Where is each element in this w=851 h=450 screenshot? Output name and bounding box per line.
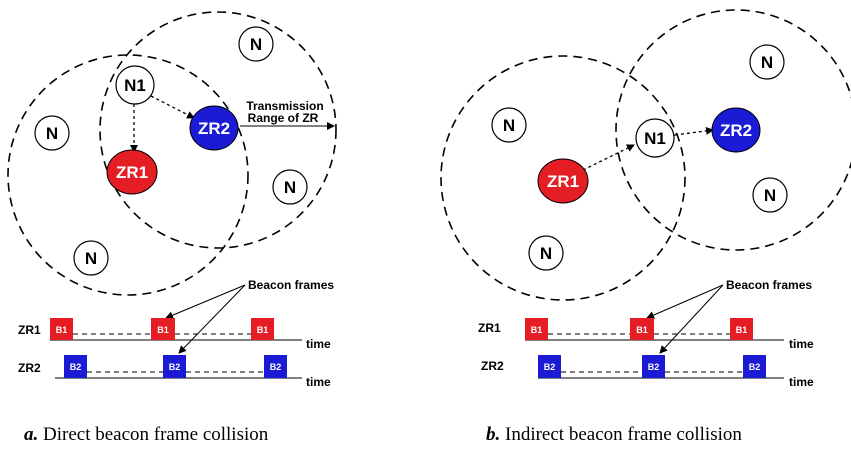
time-label-zr1-a: time: [306, 337, 331, 351]
beacon-frames-label-a: Beacon frames: [248, 278, 334, 292]
svg-text:B1: B1: [636, 325, 648, 335]
frame-b1-b-1: B1: [525, 318, 548, 340]
svg-text:B2: B2: [749, 362, 761, 372]
node-n-topright-b: N: [749, 44, 785, 80]
svg-text:N: N: [250, 35, 262, 54]
node-n-top: N: [238, 26, 274, 62]
frame-b1-b-3: B1: [730, 318, 753, 340]
node-n-bottom-b: N: [528, 235, 564, 271]
svg-text:N: N: [503, 116, 515, 135]
svg-text:N: N: [284, 178, 296, 197]
zr1-range-circle-b: [440, 55, 686, 301]
svg-text:N: N: [85, 249, 97, 268]
arrow-n1-zr2: [142, 89, 195, 119]
svg-text:N1: N1: [644, 129, 666, 148]
frame-b2-b-1: B2: [538, 355, 561, 378]
node-n1-b: N1: [635, 118, 675, 158]
node-zr1: ZR1: [106, 149, 158, 195]
node-n1: N1: [115, 65, 155, 105]
zr2-range-circle-b: [615, 9, 851, 251]
arrow-zr1-n1-b: [574, 144, 635, 177]
frame-b2-b-3: B2: [743, 355, 766, 378]
svg-text:N: N: [761, 53, 773, 72]
svg-text:ZR1: ZR1: [116, 163, 148, 182]
beacon-pointer-b-b2: [659, 284, 724, 354]
time-label-zr1-b: time: [789, 337, 814, 351]
transmission-range-label-line1: Transmission: [246, 99, 323, 113]
svg-text:ZR1: ZR1: [547, 172, 579, 191]
time-label-zr2-a: time: [306, 375, 331, 389]
frame-b2-a-3: B2: [264, 355, 287, 378]
panel-a: N N N N N1 ZR1 ZR2 Transmission Range of…: [7, 11, 337, 389]
svg-text:N: N: [540, 244, 552, 263]
frame-b2-a-2: B2: [163, 355, 186, 378]
node-zr2-b: ZR2: [711, 107, 761, 153]
svg-text:B1: B1: [56, 325, 68, 335]
caption-b-letter: b.: [486, 424, 501, 445]
svg-text:N: N: [764, 186, 776, 205]
svg-text:B1: B1: [257, 325, 269, 335]
svg-text:B2: B2: [648, 362, 660, 372]
arrow-n1-zr2-b: [667, 126, 714, 140]
panel-b: N N N N N1 ZR1 ZR2 Beacon frames: [440, 9, 851, 389]
svg-text:B1: B1: [531, 325, 543, 335]
svg-text:B2: B2: [544, 362, 556, 372]
beacon-pointer-a-b2: [178, 284, 246, 354]
svg-text:ZR2: ZR2: [198, 119, 230, 138]
zr2-range-circle: [99, 11, 337, 249]
row-label-zr1-a: ZR1: [18, 323, 41, 337]
row-label-zr2-a: ZR2: [18, 361, 41, 375]
node-n-left: N: [34, 115, 70, 151]
svg-text:N: N: [46, 124, 58, 143]
frame-b1-a-1: B1: [50, 318, 73, 340]
frame-b2-b-2: B2: [642, 355, 665, 378]
caption-a-letter: a.: [24, 424, 39, 445]
svg-text:B2: B2: [169, 362, 181, 372]
caption-b-text: Indirect beacon frame collision: [505, 424, 742, 445]
node-zr1-b: ZR1: [537, 158, 589, 204]
frame-b1-a-3: B1: [251, 318, 274, 340]
svg-text:B1: B1: [736, 325, 748, 335]
transmission-range-label-line2: Range of ZR: [248, 111, 319, 125]
frame-b2-a-1: B2: [64, 355, 87, 378]
svg-text:N1: N1: [124, 76, 146, 95]
node-n-left-b: N: [491, 107, 527, 143]
frame-b1-b-2: B1: [630, 318, 654, 340]
caption-a-text: Direct beacon frame collision: [43, 424, 269, 445]
svg-text:B1: B1: [157, 325, 169, 335]
svg-text:B2: B2: [270, 362, 282, 372]
node-n-right: N: [272, 169, 308, 205]
beacon-frames-label-b: Beacon frames: [726, 278, 812, 292]
node-n-right-b: N: [752, 177, 788, 213]
beacon-pointer-b-b1: [646, 284, 724, 319]
row-label-zr2-b: ZR2: [481, 359, 504, 373]
svg-text:B2: B2: [70, 362, 82, 372]
beacon-pointer-a-b1: [165, 284, 246, 319]
node-zr2: ZR2: [189, 105, 239, 151]
svg-text:ZR2: ZR2: [720, 121, 752, 140]
time-label-zr2-b: time: [789, 375, 814, 389]
row-label-zr1-b: ZR1: [478, 321, 501, 335]
zr1-range-circle: [7, 54, 249, 296]
caption-b: b. Indirect beacon frame collision: [486, 424, 742, 446]
caption-a: a. Direct beacon frame collision: [24, 424, 268, 446]
node-n-bottom: N: [73, 240, 109, 276]
frame-b1-a-2: B1: [151, 318, 175, 340]
